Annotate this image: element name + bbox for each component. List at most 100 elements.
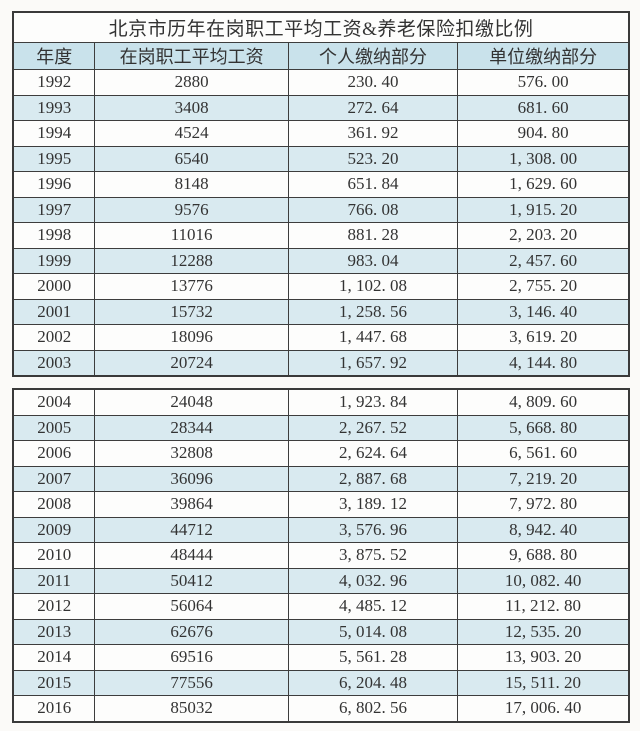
table-row: 2014 69516 5, 561. 28 13, 903. 20 xyxy=(12,644,630,671)
year-cell: 2014 xyxy=(12,644,96,671)
wage-cell: 4524 xyxy=(94,120,289,147)
wage-cell: 50412 xyxy=(94,567,289,594)
personal-cell: 2, 887. 68 xyxy=(287,465,459,492)
wage-cell: 20724 xyxy=(94,349,289,377)
personal-cell: 2, 267. 52 xyxy=(287,414,459,441)
personal-cell: 1, 102. 08 xyxy=(287,273,459,300)
table-row: 2006 32808 2, 624. 64 6, 561. 60 xyxy=(12,440,630,467)
employer-cell: 2, 755. 20 xyxy=(457,273,630,300)
employer-cell: 576. 00 xyxy=(457,69,630,96)
personal-cell: 3, 189. 12 xyxy=(287,491,459,518)
employer-cell: 3, 619. 20 xyxy=(457,324,630,351)
year-cell: 1999 xyxy=(12,247,96,274)
employer-cell: 6, 561. 60 xyxy=(457,440,630,467)
table-row: 2007 36096 2, 887. 68 7, 219. 20 xyxy=(12,465,630,492)
wage-cell: 28344 xyxy=(94,414,289,441)
personal-cell: 6, 802. 56 xyxy=(287,695,459,722)
wage-table-upper: 北京市历年在岗职工平均工资&养老保险扣缴比例 年度 在岗职工平均工资 个人缴纳部… xyxy=(12,11,630,377)
personal-cell: 651. 84 xyxy=(287,171,459,198)
year-cell: 2012 xyxy=(12,593,96,620)
table-row: 2010 48444 3, 875. 52 9, 688. 80 xyxy=(12,542,630,569)
year-cell: 2003 xyxy=(12,349,96,377)
table-row: 1996 8148 651. 84 1, 629. 60 xyxy=(12,171,630,198)
wage-cell: 39864 xyxy=(94,491,289,518)
personal-cell: 5, 561. 28 xyxy=(287,644,459,671)
employer-cell: 7, 219. 20 xyxy=(457,465,630,492)
wage-cell: 69516 xyxy=(94,644,289,671)
wage-cell: 48444 xyxy=(94,542,289,569)
table-row: 1992 2880 230. 40 576. 00 xyxy=(12,69,630,96)
wage-cell: 11016 xyxy=(94,222,289,249)
personal-cell: 3, 875. 52 xyxy=(287,542,459,569)
wage-cell: 56064 xyxy=(94,593,289,620)
column-header-employer-contribution: 单位缴纳部分 xyxy=(457,42,630,70)
employer-cell: 7, 972. 80 xyxy=(457,491,630,518)
personal-cell: 6, 204. 48 xyxy=(287,669,459,696)
year-cell: 1998 xyxy=(12,222,96,249)
wage-cell: 2880 xyxy=(94,69,289,96)
wage-cell: 9576 xyxy=(94,196,289,223)
year-cell: 1993 xyxy=(12,94,96,121)
personal-cell: 1, 258. 56 xyxy=(287,298,459,325)
year-cell: 2007 xyxy=(12,465,96,492)
wage-cell: 8148 xyxy=(94,171,289,198)
wage-cell: 13776 xyxy=(94,273,289,300)
year-cell: 1995 xyxy=(12,145,96,172)
year-cell: 2000 xyxy=(12,273,96,300)
table-row: 2002 18096 1, 447. 68 3, 619. 20 xyxy=(12,324,630,351)
year-cell: 2013 xyxy=(12,618,96,645)
personal-cell: 4, 485. 12 xyxy=(287,593,459,620)
table-row: 2004 24048 1, 923. 84 4, 809. 60 xyxy=(12,388,630,416)
wage-cell: 32808 xyxy=(94,440,289,467)
employer-cell: 13, 903. 20 xyxy=(457,644,630,671)
wage-cell: 18096 xyxy=(94,324,289,351)
table-row: 1997 9576 766. 08 1, 915. 20 xyxy=(12,196,630,223)
year-cell: 2016 xyxy=(12,695,96,722)
year-cell: 2004 xyxy=(12,388,96,416)
table-row: 1994 4524 361. 92 904. 80 xyxy=(12,120,630,147)
year-cell: 2001 xyxy=(12,298,96,325)
personal-cell: 3, 576. 96 xyxy=(287,516,459,543)
personal-cell: 983. 04 xyxy=(287,247,459,274)
personal-cell: 1, 657. 92 xyxy=(287,349,459,377)
personal-cell: 361. 92 xyxy=(287,120,459,147)
personal-cell: 881. 28 xyxy=(287,222,459,249)
employer-cell: 1, 915. 20 xyxy=(457,196,630,223)
table-row: 2001 15732 1, 258. 56 3, 146. 40 xyxy=(12,298,630,325)
personal-cell: 272. 64 xyxy=(287,94,459,121)
year-cell: 1996 xyxy=(12,171,96,198)
wage-cell: 24048 xyxy=(94,388,289,416)
table-title: 北京市历年在岗职工平均工资&养老保险扣缴比例 xyxy=(12,11,630,43)
table-row: 2008 39864 3, 189. 12 7, 972. 80 xyxy=(12,491,630,518)
employer-cell: 904. 80 xyxy=(457,120,630,147)
employer-cell: 4, 809. 60 xyxy=(457,388,630,416)
personal-cell: 1, 447. 68 xyxy=(287,324,459,351)
personal-cell: 4, 032. 96 xyxy=(287,567,459,594)
wage-cell: 44712 xyxy=(94,516,289,543)
employer-cell: 4, 144. 80 xyxy=(457,349,630,377)
year-cell: 2008 xyxy=(12,491,96,518)
year-cell: 2015 xyxy=(12,669,96,696)
table-row: 2011 50412 4, 032. 96 10, 082. 40 xyxy=(12,567,630,594)
wage-cell: 77556 xyxy=(94,669,289,696)
table-row: 2013 62676 5, 014. 08 12, 535. 20 xyxy=(12,618,630,645)
personal-cell: 230. 40 xyxy=(287,69,459,96)
table-row: 2000 13776 1, 102. 08 2, 755. 20 xyxy=(12,273,630,300)
wage-cell: 85032 xyxy=(94,695,289,722)
employer-cell: 10, 082. 40 xyxy=(457,567,630,594)
employer-cell: 17, 006. 40 xyxy=(457,695,630,722)
employer-cell: 1, 308. 00 xyxy=(457,145,630,172)
employer-cell: 15, 511. 20 xyxy=(457,669,630,696)
personal-cell: 2, 624. 64 xyxy=(287,440,459,467)
employer-cell: 12, 535. 20 xyxy=(457,618,630,645)
employer-cell: 2, 203. 20 xyxy=(457,222,630,249)
column-header-average-wage: 在岗职工平均工资 xyxy=(94,42,289,70)
employer-cell: 9, 688. 80 xyxy=(457,542,630,569)
wage-cell: 6540 xyxy=(94,145,289,172)
wage-table-lower: 2004 24048 1, 923. 84 4, 809. 60 2005 28… xyxy=(12,388,630,723)
personal-cell: 1, 923. 84 xyxy=(287,388,459,416)
table-row: 2015 77556 6, 204. 48 15, 511. 20 xyxy=(12,669,630,696)
table-row: 1993 3408 272. 64 681. 60 xyxy=(12,94,630,121)
year-cell: 1997 xyxy=(12,196,96,223)
